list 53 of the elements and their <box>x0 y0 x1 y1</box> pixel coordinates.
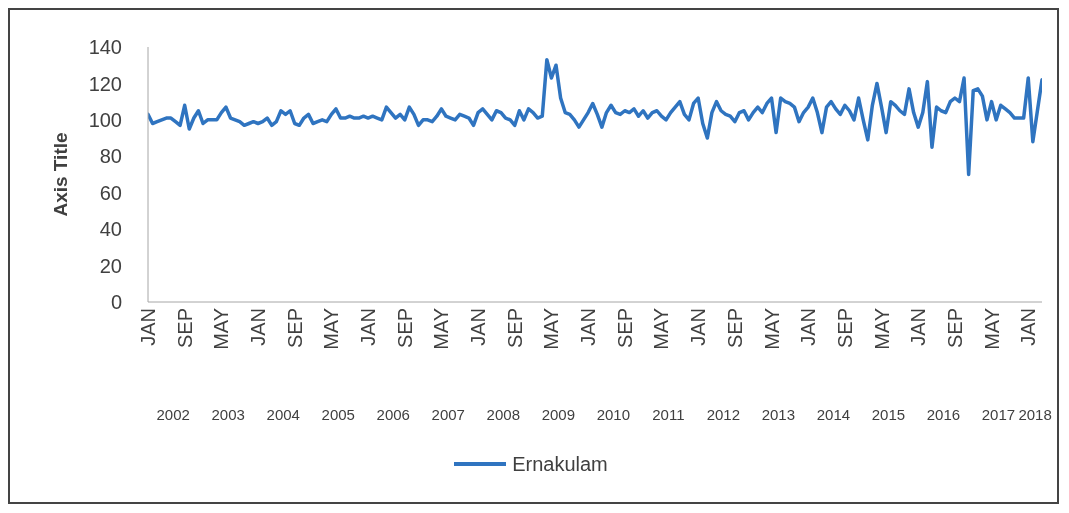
x-tick-label: JAN <box>797 308 820 346</box>
x-tick-label: MAY <box>650 308 673 350</box>
x-tick-label: MAY <box>430 308 453 350</box>
text: 2013 <box>761 405 796 423</box>
x-tick-label: JAN <box>357 308 380 346</box>
x-tick-label: JAN <box>247 308 270 346</box>
text: 2011 <box>652 405 685 423</box>
y-tick-label: 0 <box>110 291 122 314</box>
x-tick-label: JAN <box>1017 308 1040 346</box>
x-tick-label: SEP <box>393 308 416 349</box>
text: 2006 <box>376 405 410 423</box>
text: 2009 <box>541 405 576 423</box>
x-tick-label: MAY <box>320 308 343 350</box>
text: 2003 <box>211 405 245 423</box>
text: 2018 <box>1018 405 1052 423</box>
x-tick-label: MAY <box>870 308 893 350</box>
y-tick-label: 40 <box>99 218 122 241</box>
x-tick-label: SEP <box>723 308 746 349</box>
y-tick-label: 80 <box>99 145 122 168</box>
legend-label: Ernakulam <box>512 452 608 476</box>
y-tick-label: 120 <box>88 72 122 95</box>
text: 2004 <box>266 405 300 423</box>
x-tick-label: SEP <box>613 308 636 349</box>
x-tick-label: JAN <box>467 308 490 346</box>
x-tick-label: JAN <box>687 308 710 346</box>
x-tick-label: MAY <box>980 308 1003 350</box>
text: 2005 <box>321 405 355 423</box>
x-tick-label: SEP <box>833 308 856 349</box>
text: 2012 <box>706 405 741 423</box>
text: 2010 <box>596 405 631 423</box>
x-tick-label: SEP <box>503 308 526 349</box>
text: 2015 <box>871 405 906 423</box>
text: 2016 <box>926 405 961 423</box>
text: 2008 <box>486 405 520 423</box>
x-tick-label: SEP <box>283 308 306 349</box>
text: 2007 <box>431 405 465 423</box>
x-tick-label: MAY <box>540 308 563 350</box>
x-tick-label: SEP <box>173 308 196 349</box>
y-tick-label: 140 <box>88 36 122 59</box>
text: 2002 <box>156 405 190 423</box>
y-tick-label: 100 <box>88 108 122 131</box>
y-tick-label: 20 <box>99 254 122 277</box>
text: 2017 <box>981 405 1016 423</box>
x-tick-label: MAY <box>760 308 783 350</box>
x-tick-label: JAN <box>907 308 930 346</box>
x-tick-label: JAN <box>137 308 159 346</box>
line-series <box>148 58 1042 177</box>
y-axis-title: Axis Title <box>49 132 71 217</box>
text: 2014 <box>816 405 851 423</box>
x-tick-label: JAN <box>577 308 600 346</box>
y-tick-label: 60 <box>99 181 122 204</box>
x-tick-label: SEP <box>943 308 966 349</box>
x-tick-label: MAY <box>210 308 233 350</box>
